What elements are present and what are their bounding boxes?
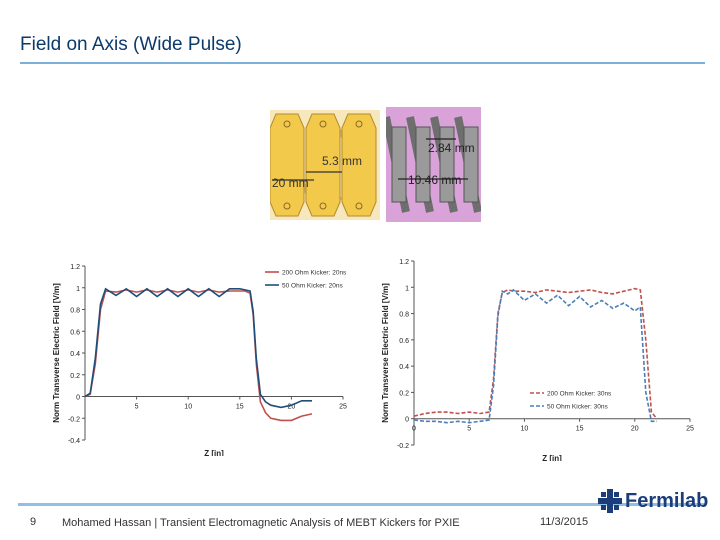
fermilab-logo: Fermilab xyxy=(598,489,708,513)
dimension-label-gap: 2.84 mm xyxy=(428,141,475,155)
x-tick-label: 5 xyxy=(135,404,139,411)
y-axis-title: Norm Transverse Electric Field [V/m] xyxy=(381,283,390,423)
dimension-label-gap: 5.3 mm xyxy=(322,154,363,168)
y-tick-label: 0.2 xyxy=(70,373,80,380)
x-tick-label: 15 xyxy=(236,404,244,411)
y-tick-label: 0.2 xyxy=(399,390,409,397)
chart-200-50-ohm-30ns: -0.2 0 0.2 0.4 0.6 0.8 1 1.2 0 5 10 15 20 25 Z [in] Nor… xyxy=(381,259,694,461)
y-tick-label: 0.6 xyxy=(70,329,80,336)
x-tick-label: 0 xyxy=(412,426,416,433)
chart-200-50-ohm-20ns: -0.4 -0.2 0 0.2 0.4 0.6 0.8 1 1.2 5 10 15 20 25 Z [in]… xyxy=(52,264,347,456)
series-line-1 xyxy=(413,287,658,420)
y-axis-title: Norm Transverse Electric Field [V/m] xyxy=(52,283,61,423)
legend-label: 50 Ohm Kicker: 30ns xyxy=(547,404,608,411)
y-tick-label: 1.2 xyxy=(70,264,80,271)
slide-title: Field on Axis (Wide Pulse) xyxy=(20,34,242,55)
x-tick-label: 20 xyxy=(631,426,639,433)
footer-divider xyxy=(18,503,706,506)
y-tick-label: -0.2 xyxy=(397,443,409,450)
x-axis-title: Z [in] xyxy=(204,449,224,456)
series-line-2 xyxy=(413,288,657,424)
kicker-photo-50-ohm: 2.84 mm 10.46 mm xyxy=(386,107,481,222)
x-tick-label: 20 xyxy=(288,404,296,411)
y-tick-label: 0 xyxy=(76,395,80,402)
x-tick-label: 5 xyxy=(467,426,471,433)
footer-text: Mohamed Hassan | Transient Electromagnet… xyxy=(62,517,460,529)
fermilab-icon xyxy=(598,489,622,513)
y-tick-label: 0.6 xyxy=(399,338,409,345)
y-tick-label: 0 xyxy=(405,417,409,424)
dimension-label-width: 10.46 mm xyxy=(408,173,462,187)
y-tick-label: -0.2 xyxy=(68,416,80,423)
page-number: 9 xyxy=(30,516,37,528)
legend-label: 50 Ohm Kicker: 20ns xyxy=(282,283,343,290)
x-axis-title: Z [in] xyxy=(542,454,562,461)
y-tick-label: 1.2 xyxy=(399,259,409,266)
legend-label: 200 Ohm Kicker: 20ns xyxy=(282,270,347,277)
slide-date: 11/3/2015 xyxy=(540,516,589,528)
dimension-label-width: 20 mm xyxy=(272,176,309,190)
x-tick-label: 10 xyxy=(521,426,529,433)
x-tick-label: 25 xyxy=(686,426,694,433)
y-tick-label: 0.4 xyxy=(70,351,80,358)
y-tick-label: 0.8 xyxy=(399,312,409,319)
legend-label: 200 Ohm Kicker: 30ns xyxy=(547,391,612,398)
x-tick-label: 10 xyxy=(184,404,192,411)
kicker-photo-200-ohm: 5.3 mm 20 mm xyxy=(270,110,380,220)
series-line-2 xyxy=(84,287,312,409)
x-tick-label: 25 xyxy=(339,404,347,411)
x-tick-label: 15 xyxy=(576,426,584,433)
y-tick-label: 0.4 xyxy=(399,364,409,371)
y-tick-label: 1 xyxy=(405,285,409,292)
series-line-1 xyxy=(84,289,313,422)
logo-text: Fermilab xyxy=(625,489,709,512)
title-divider xyxy=(20,62,705,64)
y-tick-label: 1 xyxy=(76,286,80,293)
y-tick-label: -0.4 xyxy=(68,438,80,445)
y-tick-label: 0.8 xyxy=(70,308,80,315)
